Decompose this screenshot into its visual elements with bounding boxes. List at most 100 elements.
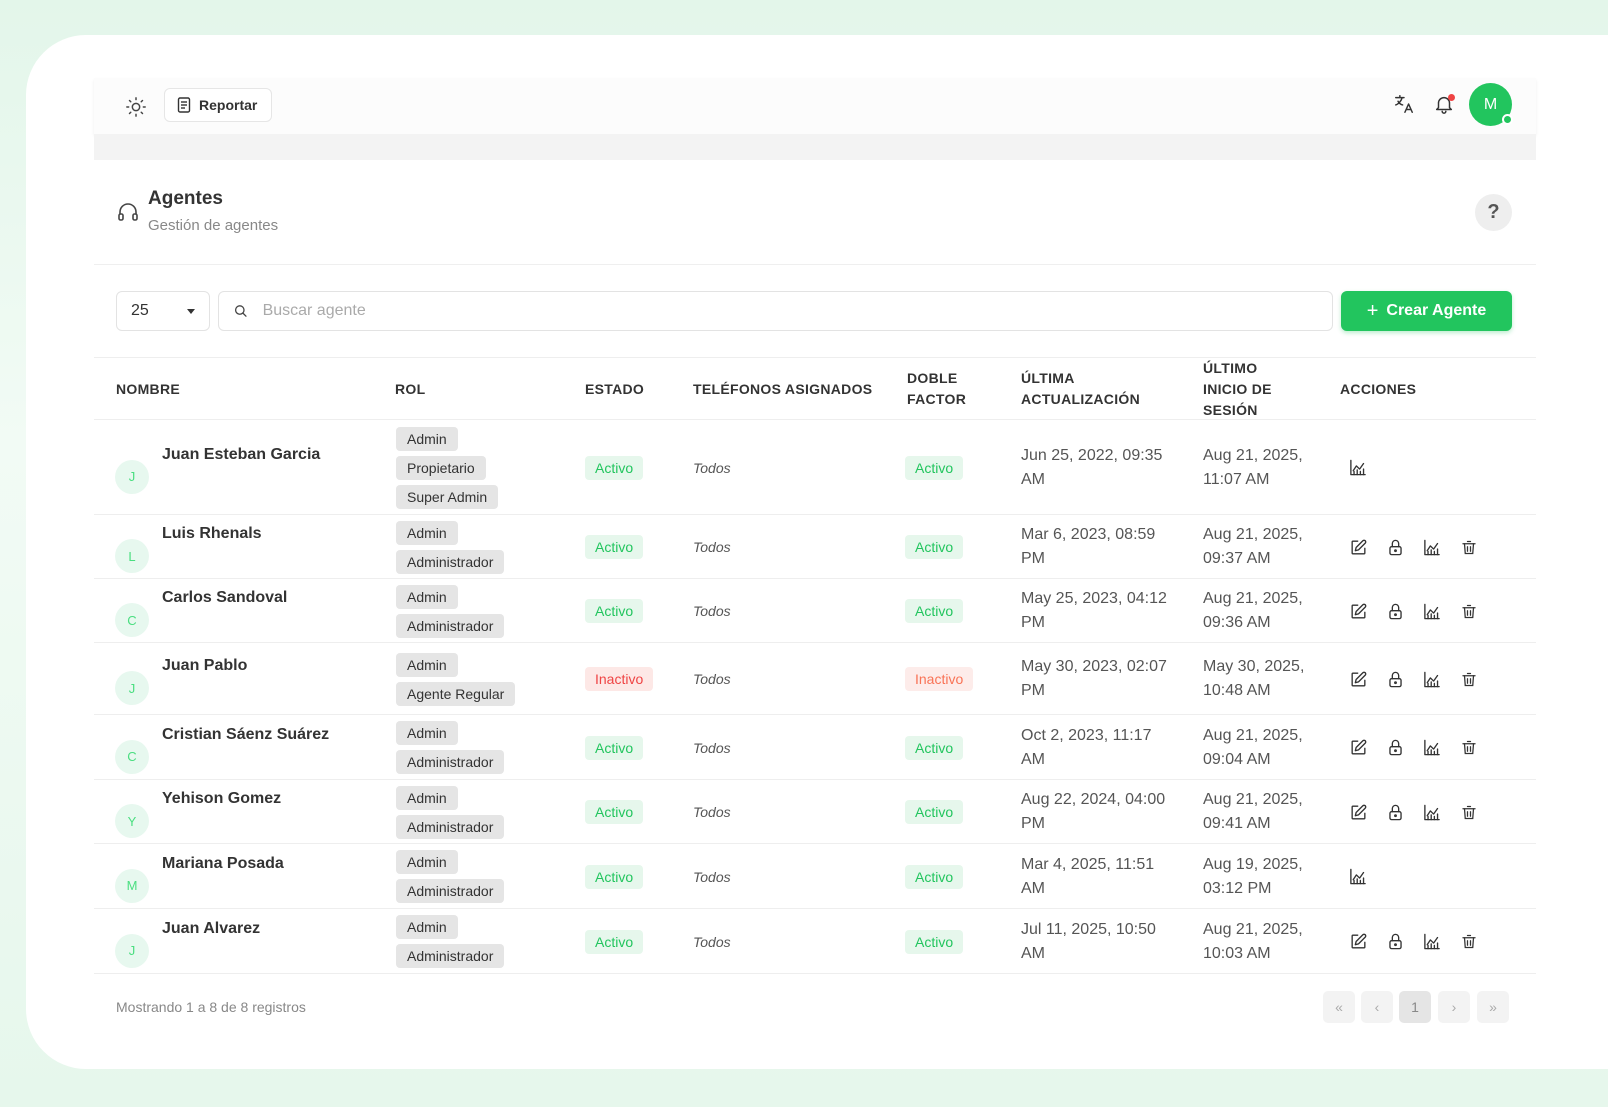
trash-icon (1462, 934, 1476, 949)
theme-toggle-button[interactable] (124, 95, 148, 119)
edit-icon (1350, 933, 1366, 949)
chart-action-button[interactable] (1348, 867, 1368, 887)
agent-name[interactable]: Cristian Sáenz Suárez (162, 725, 330, 743)
page-1-button[interactable]: 1 (1399, 991, 1431, 1023)
notification-dot (1448, 94, 1455, 101)
edit-action-button[interactable] (1348, 601, 1368, 621)
role-list: Admin Administrador (396, 584, 505, 643)
translate-icon (1395, 95, 1413, 113)
search-input[interactable] (262, 302, 1318, 320)
trash-action-button[interactable] (1459, 601, 1479, 621)
online-indicator (1502, 114, 1513, 125)
role-tag: Admin (396, 426, 458, 451)
first-page-button[interactable]: « (1323, 991, 1355, 1023)
edit-action-button[interactable] (1348, 932, 1368, 952)
row-actions (1348, 802, 1479, 822)
status-badge: Activo (585, 735, 644, 760)
trash-icon (1462, 740, 1476, 755)
role-list: Admin Administrador (396, 520, 505, 579)
edit-action-button[interactable] (1348, 669, 1368, 689)
header-rol[interactable]: ROL (395, 381, 426, 397)
last-update: Oct 2, 2023, 11:17 AM (1021, 726, 1152, 768)
chart-action-button[interactable] (1422, 537, 1442, 557)
agent-name[interactable]: Juan Pablo (162, 657, 248, 674)
chart-icon (1424, 539, 1440, 555)
trash-action-button[interactable] (1459, 738, 1479, 758)
last-update: Jul 11, 2025, 10:50 AM (1021, 920, 1156, 962)
chart-action-button[interactable] (1422, 802, 1442, 822)
lock-icon (1388, 539, 1402, 555)
table-row: C Carlos Sandoval Admin Administrador Act… (94, 579, 1536, 643)
table-row: L Luis Rhenals Admin Administrador Activo… (94, 515, 1536, 579)
trash-action-button[interactable] (1459, 669, 1479, 689)
status-badge: Activo (585, 535, 644, 559)
edit-action-button[interactable] (1348, 802, 1368, 822)
header-nombre[interactable]: NOMBRE (116, 381, 181, 397)
status-badge: Activo (585, 455, 644, 480)
prev-page-button[interactable]: ‹ (1361, 991, 1393, 1023)
lock-action-button[interactable] (1385, 932, 1405, 952)
avatar: J (115, 671, 149, 705)
chart-action-button[interactable] (1422, 932, 1442, 952)
role-tag: Administrador (396, 944, 505, 968)
row-actions (1348, 601, 1479, 621)
header-estado[interactable]: ESTADO (585, 381, 645, 397)
header-ultima-actualizacion[interactable]: ÚLTIMA ACTUALIZACIÓN (1021, 370, 1140, 407)
table-row: J Juan Esteban Garcia Admin Propietario Su… (94, 420, 1536, 515)
chart-action-button[interactable] (1422, 669, 1442, 689)
trash-icon (1462, 540, 1476, 554)
assigned-phones: Todos (693, 933, 731, 950)
edit-icon (1350, 539, 1366, 555)
trash-action-button[interactable] (1459, 537, 1479, 557)
role-tag: Admin (396, 915, 458, 939)
chart-action-button[interactable] (1348, 458, 1368, 478)
agent-name[interactable]: Luis Rhenals (162, 525, 262, 542)
page-size-select[interactable]: 25 (116, 291, 210, 331)
edit-icon (1350, 804, 1366, 820)
agent-name[interactable]: Yehison Gomez (162, 790, 282, 807)
top-band (94, 134, 1536, 160)
notifications-button[interactable] (1432, 92, 1456, 116)
header-ultimo-inicio[interactable]: ÚLTIMO INICIO DE SESIÓN (1203, 360, 1272, 418)
top-bar (94, 78, 1536, 134)
last-page-button[interactable]: » (1477, 991, 1509, 1023)
agent-name[interactable]: Juan Esteban Garcia (162, 445, 321, 463)
role-tag: Admin (396, 584, 458, 609)
edit-action-button[interactable] (1348, 537, 1368, 557)
agent-name[interactable]: Mariana Posada (162, 854, 284, 872)
agent-name[interactable]: Juan Alvarez (162, 919, 261, 937)
lock-action-button[interactable] (1385, 669, 1405, 689)
header-doble-factor[interactable]: DOBLE FACTOR (907, 370, 967, 407)
language-button[interactable] (1392, 92, 1416, 116)
status-badge: Activo (585, 599, 644, 623)
trash-action-button[interactable] (1459, 932, 1479, 952)
lock-action-button[interactable] (1385, 738, 1405, 758)
lock-action-button[interactable] (1385, 601, 1405, 621)
chart-action-button[interactable] (1422, 601, 1442, 621)
next-page-button[interactable]: › (1438, 991, 1470, 1023)
trash-action-button[interactable] (1459, 802, 1479, 822)
chart-action-button[interactable] (1422, 738, 1442, 758)
lock-action-button[interactable] (1385, 537, 1405, 557)
help-button[interactable]: ? (1475, 194, 1512, 231)
sun-icon (126, 97, 146, 117)
lock-icon (1388, 739, 1402, 756)
status-badge: Activo (585, 929, 644, 954)
create-agent-button[interactable]: + Crear Agente (1341, 291, 1512, 331)
avatar: C (115, 603, 149, 637)
header-telefonos[interactable]: TELÉFONOS ASIGNADOS (693, 381, 873, 397)
table-row: Y Yehison Gomez Admin Administrador Activ… (94, 780, 1536, 844)
table-row: J Juan Alvarez Admin Administrador Activo… (94, 909, 1536, 974)
headset-icon (118, 203, 138, 221)
user-avatar[interactable]: M (1469, 83, 1513, 126)
agent-name[interactable]: Carlos Sandoval (162, 589, 288, 606)
report-button[interactable]: Reportar (164, 88, 273, 122)
lock-icon (1388, 603, 1402, 619)
chart-icon (1350, 868, 1366, 885)
section-divider (94, 264, 1536, 265)
edit-action-button[interactable] (1348, 738, 1368, 758)
last-update: Mar 4, 2025, 11:51 AM (1021, 855, 1155, 897)
assigned-phones: Todos (693, 459, 731, 476)
chart-icon (1350, 459, 1366, 476)
lock-action-button[interactable] (1385, 802, 1405, 822)
